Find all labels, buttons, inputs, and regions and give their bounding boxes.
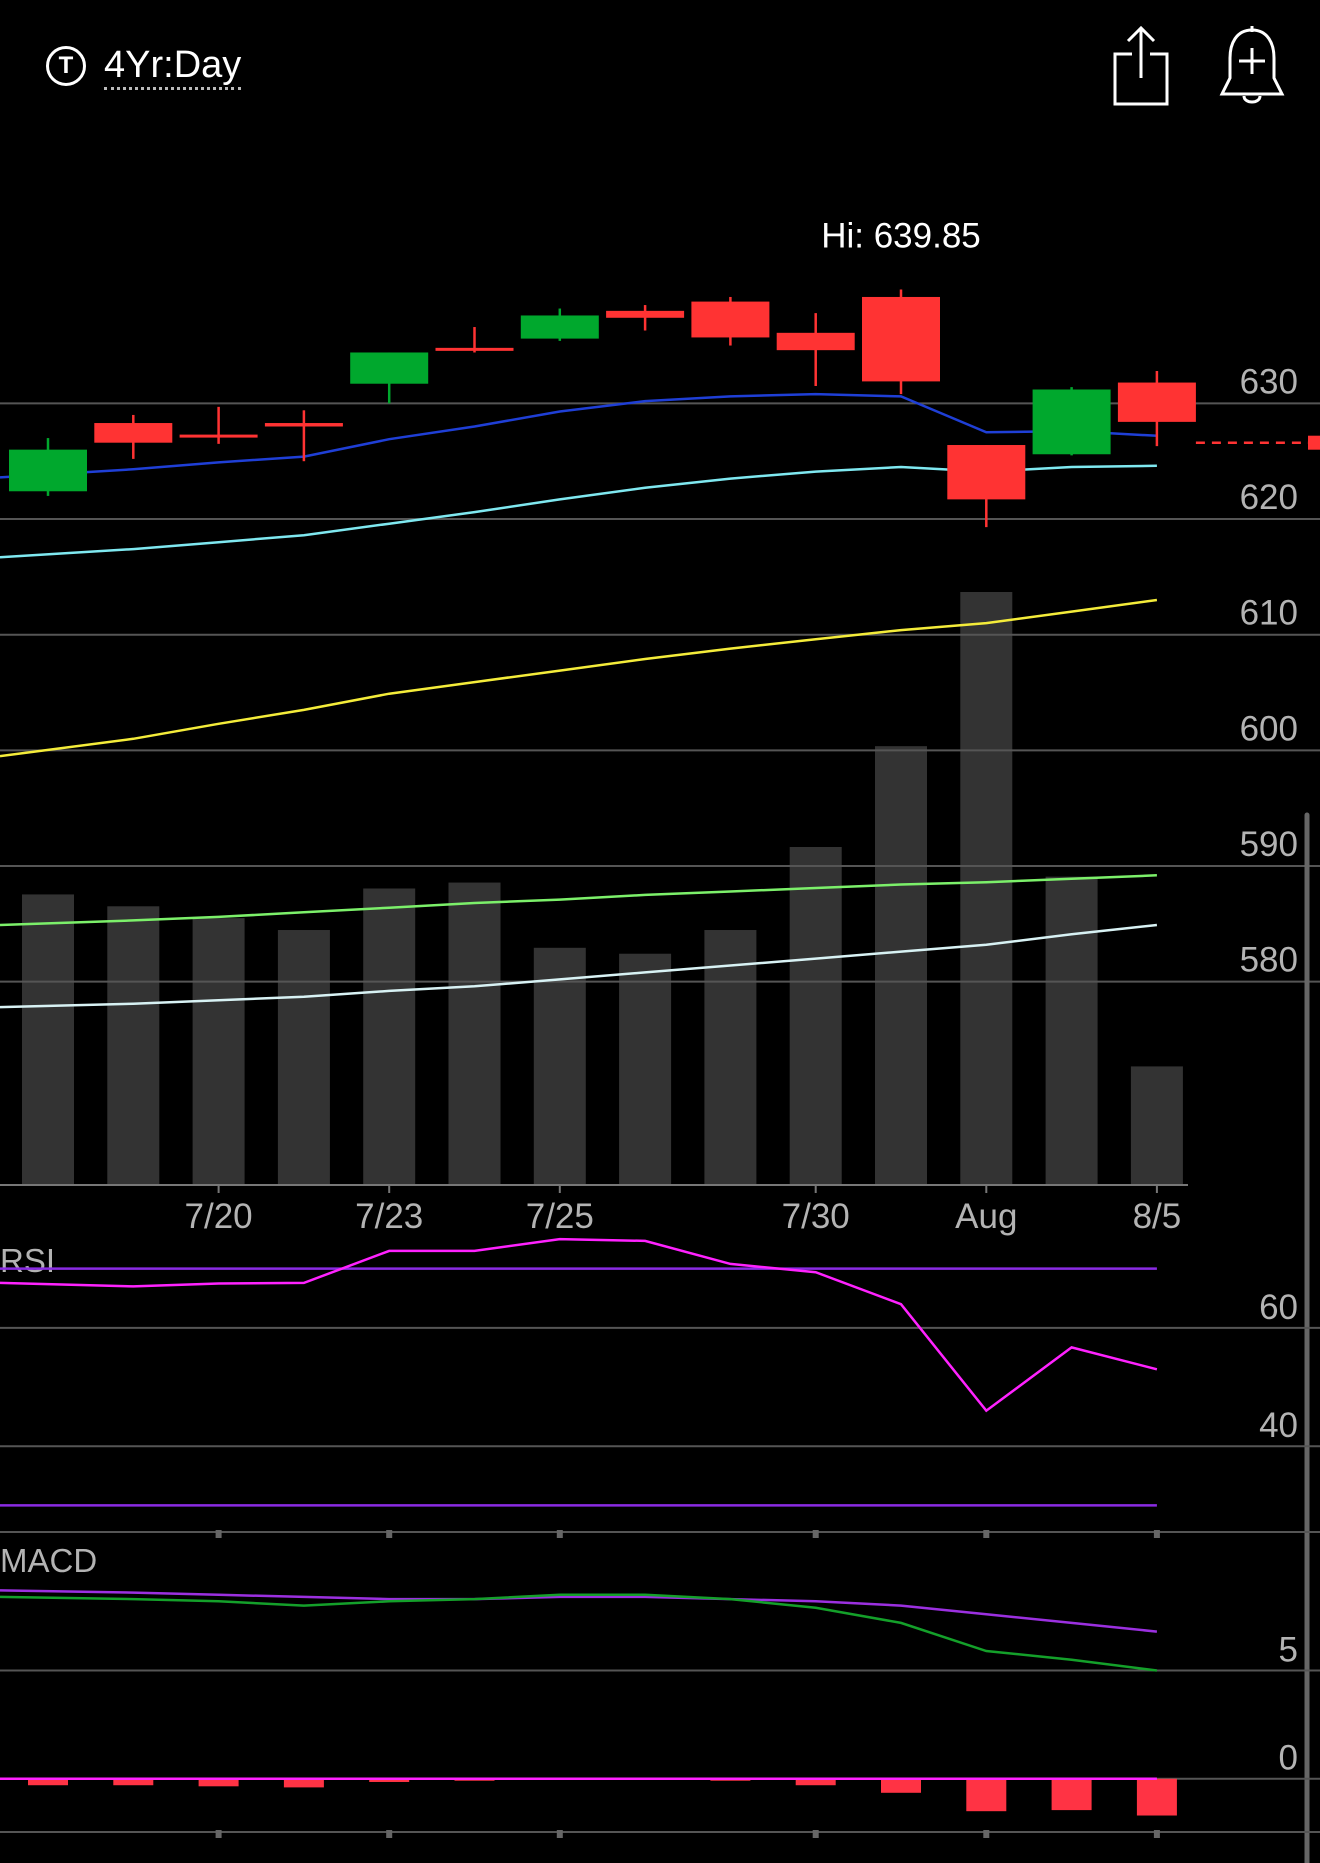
macd-x-tick [1153,1830,1160,1838]
x-tick-label: Aug [955,1197,1017,1236]
add-alert-button[interactable] [1216,22,1288,110]
moving-average-line [0,923,1158,1009]
macd-x-tick [812,1830,819,1838]
candle-body [179,434,258,438]
candle-body [862,296,940,382]
volume-bar [192,918,245,1185]
volume-bar [1045,876,1098,1185]
macd-histogram-bar [283,1778,324,1788]
volume-bar [533,947,586,1185]
volume-bar [704,930,757,1185]
rsi-tick-label: 40 [1259,1406,1298,1445]
moving-average-line [0,598,1158,758]
rsi-x-tick [386,1530,393,1538]
rsi-x-tick [812,1530,819,1538]
volume-bar [107,906,160,1185]
volume-bar [875,746,927,1185]
x-tick-label: 7/30 [782,1197,850,1236]
x-tick-label: 7/25 [526,1197,594,1236]
candle-body [1032,389,1111,455]
last-price-marker [1308,435,1320,450]
share-button[interactable] [1110,22,1174,110]
moving-average-line [0,392,1157,479]
volume-bar [619,953,672,1185]
candle-body [264,423,343,427]
rsi-label: RSI [0,1242,55,1279]
candle-body [350,352,429,384]
rsi-x-tick [215,1530,222,1538]
macd-histogram-bar [28,1778,68,1786]
macd-x-tick [983,1830,990,1838]
period-label: 4Yr:Day [104,43,242,90]
volume-bar [363,888,416,1185]
rsi-x-tick [983,1530,990,1538]
macd-tick-label: 5 [1279,1631,1298,1670]
macd-histogram-bar [198,1778,239,1787]
price-tick-label: 600 [1240,709,1298,748]
macd-histogram-bar [966,1778,1007,1812]
volume-bar [277,930,330,1185]
candle-body [691,301,770,338]
candle-body [435,347,514,351]
macd-x-tick [556,1830,563,1838]
candle-body [947,445,1026,500]
moving-average-line [0,874,1157,927]
macd-x-tick [215,1830,222,1838]
volume-bar [960,592,1013,1185]
price-tick-label: 620 [1240,478,1298,517]
candle-body [1117,382,1196,422]
volume-bar [448,882,501,1185]
macd-histogram-bar [113,1778,154,1786]
macd-histogram-bar [1051,1778,1092,1811]
period-selector[interactable]: T 4Yr:Day [46,36,242,96]
macd-signal-line [0,1589,1158,1633]
volume-bar [789,846,842,1185]
rsi-tick-label: 60 [1259,1288,1298,1327]
candle-body [606,310,685,318]
macd-histogram-bar [795,1778,836,1786]
chart-header: T 4Yr:Day [0,0,1320,120]
volume-bar [22,894,74,1185]
bell-plus-icon [1219,26,1285,104]
x-tick-label: 7/20 [185,1197,253,1236]
candle-body [520,315,599,339]
x-tick-label: 8/5 [1133,1197,1182,1236]
candle-body [776,332,855,351]
candle-body [94,423,173,443]
candle-body [9,449,87,492]
share-icon [1113,25,1169,106]
period-circle-icon: T [46,46,86,86]
macd-histogram-bar [369,1778,410,1782]
macd-line [0,1593,1158,1672]
rsi-x-tick [1153,1530,1160,1538]
macd-label: MACD [0,1542,97,1579]
rsi-x-tick [556,1530,563,1538]
macd-x-tick [386,1830,393,1838]
macd-histogram-bar [1136,1778,1177,1816]
price-tick-label: 630 [1240,362,1298,401]
x-tick-label: 7/23 [355,1197,423,1236]
macd-tick-label: 0 [1279,1739,1298,1778]
macd-histogram-bar [881,1778,921,1793]
rsi-line [0,1237,1158,1413]
price-tick-label: 580 [1240,941,1298,980]
price-tick-label: 590 [1240,825,1298,864]
high-label: Hi: 639.85 [821,216,981,255]
volume-bar [1130,1066,1183,1185]
price-tick-label: 610 [1240,594,1298,633]
